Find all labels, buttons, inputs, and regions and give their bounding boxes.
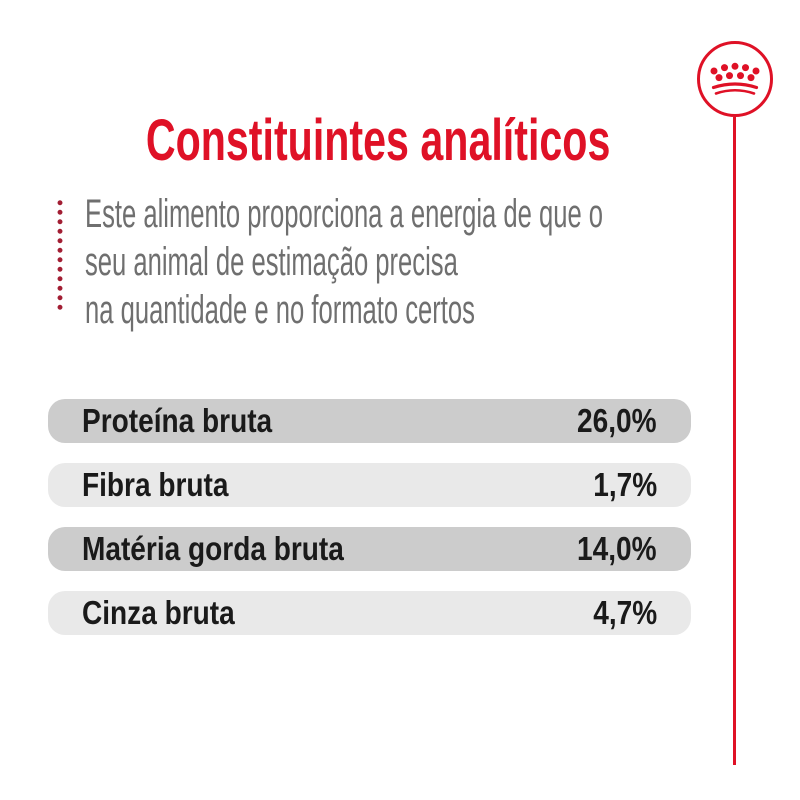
nutrient-value: 1,7% <box>593 466 657 503</box>
intro-line: na quantidade e no formato certos <box>85 286 705 334</box>
nutrient-value: 14,0% <box>577 530 657 567</box>
table-row: Cinza bruta 4,7% <box>48 591 691 635</box>
nutrient-value: 26,0% <box>577 402 657 439</box>
nutrient-label: Matéria gorda bruta <box>82 530 344 567</box>
intro-line: seu animal de estimação precisa <box>85 238 705 286</box>
intro-line-text: seu animal de estimação precisa <box>85 240 458 284</box>
table-row: Fibra bruta 1,7% <box>48 463 691 507</box>
dotted-accent-line <box>57 198 63 314</box>
nutrient-table: Proteína bruta 26,0% Fibra bruta 1,7% Ma… <box>48 399 691 655</box>
intro-line-text: na quantidade e no formato certos <box>85 288 475 332</box>
intro-line-text: Este alimento proporciona a energia de q… <box>85 192 604 236</box>
nutrient-label: Fibra bruta <box>82 466 229 503</box>
nutrient-label: Cinza bruta <box>82 594 235 631</box>
brand-logo-badge <box>697 41 773 117</box>
page-title-text: Constituintes analíticos <box>145 107 611 173</box>
royal-canin-crown-icon <box>709 62 761 97</box>
intro-paragraph: Este alimento proporciona a energia de q… <box>85 190 705 334</box>
intro-line: Este alimento proporciona a energia de q… <box>85 190 705 238</box>
table-row: Matéria gorda bruta 14,0% <box>48 527 691 571</box>
vertical-accent-line <box>733 117 736 765</box>
nutrient-value: 4,7% <box>593 594 657 631</box>
table-row: Proteína bruta 26,0% <box>48 399 691 443</box>
nutrient-label: Proteína bruta <box>82 402 273 439</box>
page-title: Constituintes analíticos <box>0 107 756 173</box>
